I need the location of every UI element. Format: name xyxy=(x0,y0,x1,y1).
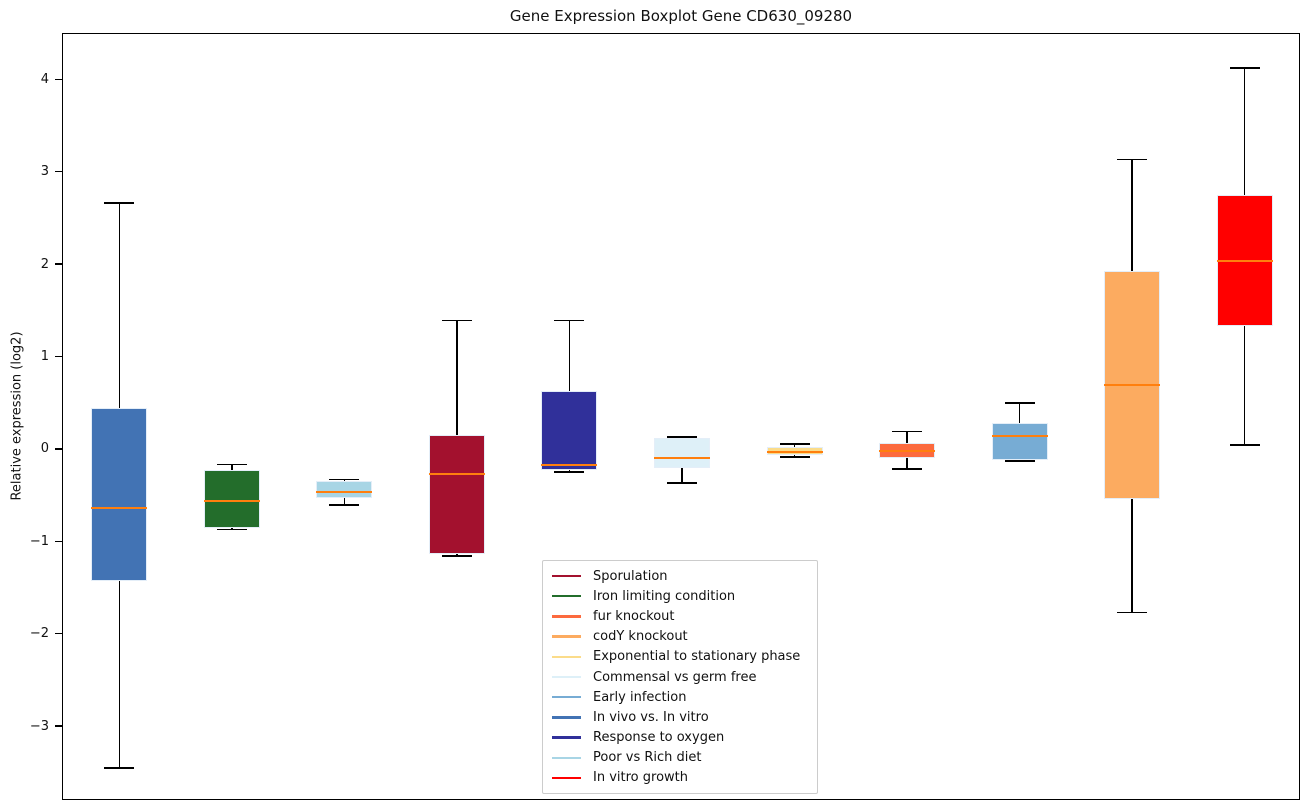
whisker-cap-top xyxy=(667,436,697,438)
whisker-cap-bottom xyxy=(216,528,247,531)
legend-swatch xyxy=(552,736,581,739)
y-tick-label: −2 xyxy=(29,626,49,642)
box xyxy=(91,408,148,582)
whisker-cap-top xyxy=(104,202,135,204)
median-line xyxy=(766,450,823,453)
y-tick-mark xyxy=(54,725,62,727)
whisker-cap-top xyxy=(1004,401,1035,404)
legend-swatch xyxy=(552,756,581,759)
y-tick-mark xyxy=(54,633,62,635)
legend-swatch xyxy=(552,595,581,598)
y-tick-label: 1 xyxy=(40,349,49,364)
chart-title: Gene Expression Boxplot Gene CD630_09280 xyxy=(509,7,853,25)
median-line xyxy=(879,449,936,452)
whisker-cap-bottom xyxy=(441,555,472,557)
legend-item: Sporulation xyxy=(552,566,808,586)
y-tick-label: −3 xyxy=(29,718,49,734)
whisker-cap-bottom xyxy=(104,766,135,769)
legend-swatch xyxy=(552,776,581,780)
whisker-cap-bottom xyxy=(554,471,585,473)
median-line xyxy=(316,491,373,494)
legend-item: Commensal vs germ free xyxy=(552,667,808,687)
whisker-cap-bottom xyxy=(1229,444,1260,447)
legend-item: Exponential to stationary phase xyxy=(552,647,808,667)
box xyxy=(203,470,260,529)
median-line xyxy=(91,506,148,510)
legend-label: Early infection xyxy=(593,689,687,705)
whisker-cap-bottom xyxy=(892,468,923,471)
median-line xyxy=(1104,384,1161,387)
legend-label: Response to oxygen xyxy=(593,730,725,746)
y-tick-mark xyxy=(54,171,62,173)
whisker-cap-bottom xyxy=(667,482,697,484)
box xyxy=(428,435,485,555)
whisker-cap-top xyxy=(554,319,585,322)
median-line xyxy=(203,499,260,502)
median-line xyxy=(991,434,1048,438)
whisker-cap-top xyxy=(441,319,472,322)
legend-item: Poor vs Rich diet xyxy=(552,748,808,768)
legend-swatch xyxy=(552,615,581,618)
whisker-cap-top xyxy=(892,430,923,433)
box xyxy=(541,390,598,471)
legend-swatch xyxy=(552,716,581,719)
legend-label: Sporulation xyxy=(593,568,668,584)
legend-item: In vivo vs. In vitro xyxy=(552,707,808,727)
y-tick-mark xyxy=(54,78,62,80)
legend-label: codY knockout xyxy=(593,629,688,645)
legend-item: codY knockout xyxy=(552,627,808,647)
legend-item: Response to oxygen xyxy=(552,728,808,748)
whisker-cap-top xyxy=(779,443,810,446)
whisker-cap-top xyxy=(329,478,360,481)
whisker-cap-bottom xyxy=(1004,460,1035,462)
legend-item: Iron limiting condition xyxy=(552,586,808,606)
legend-label: In vivo vs. In vitro xyxy=(593,709,709,725)
legend-label: fur knockout xyxy=(593,608,675,624)
legend-item: Early infection xyxy=(552,687,808,707)
whisker-cap-top xyxy=(1117,158,1148,161)
y-tick-mark xyxy=(54,263,62,265)
legend-swatch xyxy=(552,635,581,638)
legend-item: fur knockout xyxy=(552,606,808,626)
legend-swatch xyxy=(552,696,581,699)
legend-swatch xyxy=(552,655,581,659)
y-tick-label: −1 xyxy=(29,533,49,549)
median-line xyxy=(654,457,710,460)
box xyxy=(991,423,1048,460)
whisker-cap-top xyxy=(1229,67,1260,69)
legend-swatch xyxy=(552,675,581,679)
y-tick-label: 4 xyxy=(40,71,49,87)
whisker-cap-bottom xyxy=(779,456,810,459)
legend: Sporulation Iron limiting condition fur kn… xyxy=(542,560,818,795)
y-tick-label: 2 xyxy=(40,256,49,272)
box xyxy=(316,481,373,498)
median-line xyxy=(428,472,485,475)
legend-label: Commensal vs germ free xyxy=(593,669,757,685)
median-line xyxy=(541,463,598,466)
median-line xyxy=(1216,260,1273,263)
whisker-cap-bottom xyxy=(1117,611,1148,614)
y-tick-label: 3 xyxy=(40,164,49,180)
y-tick-mark xyxy=(54,355,62,358)
legend-label: Poor vs Rich diet xyxy=(593,750,702,766)
legend-label: Exponential to stationary phase xyxy=(593,649,801,665)
whisker-cap-top xyxy=(216,463,247,466)
y-tick-mark xyxy=(54,448,62,450)
whisker-cap-bottom xyxy=(329,504,360,507)
y-tick-mark xyxy=(54,540,62,542)
legend-item: In vitro growth xyxy=(552,768,808,788)
legend-swatch xyxy=(552,574,581,578)
y-tick-label: 0 xyxy=(40,441,49,457)
legend-label: In vitro growth xyxy=(593,770,688,786)
box xyxy=(654,437,710,469)
legend-label: Iron limiting condition xyxy=(593,588,736,604)
